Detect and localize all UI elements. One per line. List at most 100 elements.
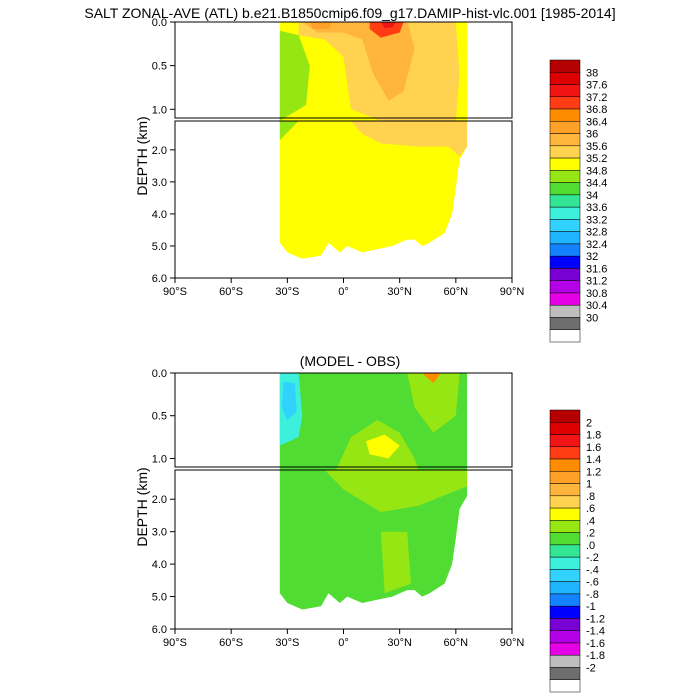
- p2-upper-frame: [174, 372, 513, 468]
- p2-colorbar-bin: [549, 520, 581, 533]
- diff-sw-core: [281, 381, 297, 420]
- p1-colorbar-label: 32.8: [586, 227, 607, 239]
- p1-colorbar-bin: [549, 182, 581, 196]
- p2-colorbar-bin: [549, 569, 581, 582]
- p1-colorbar-bin: [549, 231, 581, 245]
- p1-colorbar-label: 30.4: [586, 300, 607, 312]
- p2-colorbar-bin: [549, 654, 581, 668]
- p2-x-tick-label: 30°S: [275, 637, 299, 649]
- p2-colorbar-label: -.2: [586, 552, 599, 564]
- p1-x-tick-label: 0°: [338, 286, 349, 298]
- p2-colorbar-bin: [549, 409, 581, 423]
- p1-colorbar-label: 35.6: [586, 141, 607, 153]
- p2-y-tick-label: 1.0: [152, 453, 167, 465]
- p2-colorbar-label: .6: [586, 503, 595, 515]
- p2-colorbar-label: 1.6: [586, 442, 601, 454]
- p1-x-tick-label: 90°N: [500, 286, 525, 298]
- p1-y-tick-label: 1.0: [152, 104, 167, 116]
- p2-y-tick-label: 4.0: [152, 559, 167, 571]
- p2-colorbar-bin: [549, 495, 581, 509]
- p1-colorbar-bin: [549, 280, 581, 294]
- p2-colorbar-label: -.6: [586, 577, 599, 589]
- field-lower-south: [279, 121, 299, 141]
- p1-colorbar-bin: [549, 133, 581, 147]
- p1-colorbar-label: 38: [586, 67, 598, 79]
- p1-colorbar-label: 32.4: [586, 239, 607, 251]
- p1-y-tick-label: 3.0: [152, 177, 167, 189]
- p2-colorbar-label: 2: [586, 417, 592, 429]
- p2-colorbar-bin: [549, 642, 581, 656]
- p1-colorbar-label: 36.8: [586, 104, 607, 116]
- p1-colorbar-bin: [549, 268, 581, 281]
- p2-x-tick-label: 90°N: [500, 637, 525, 649]
- p2-colorbar-label: .8: [586, 491, 595, 503]
- p2-colorbar-label: -1.8: [586, 650, 605, 662]
- p2-x-tick-label: 0°: [338, 637, 349, 649]
- p2-colorbar-label: -1: [586, 601, 596, 613]
- p1-x-tick-label: 90°S: [163, 286, 187, 298]
- field-subtrop-saline: [302, 22, 415, 101]
- p2-colorbar-bin: [549, 458, 581, 472]
- p1-colorbar-bin: [549, 304, 581, 318]
- p2-colorbar-bin: [549, 483, 581, 497]
- p1-y-tick-label: 0.0: [152, 17, 167, 29]
- p1-colorbar-bin: [549, 121, 581, 134]
- p1-colorbar-bin: [549, 243, 581, 257]
- p1-x-tick-label: 30°S: [275, 286, 299, 298]
- p2-y-tick-label: 5.0: [152, 592, 167, 604]
- field-south-fresh: [279, 30, 310, 122]
- p1-colorbar-bin: [549, 329, 581, 343]
- p1-colorbar-label: 31.6: [586, 263, 607, 275]
- p2-colorbar-bin: [549, 446, 581, 460]
- p2-colorbar-bin: [549, 667, 581, 680]
- p1-y-tick-label: 6.0: [152, 273, 167, 285]
- p2-colorbar-bin: [549, 593, 581, 607]
- p2-colorbar-bin: [549, 618, 581, 631]
- p2-colorbar-bin: [549, 605, 581, 619]
- p1-colorbar-bin: [549, 145, 581, 159]
- p1-colorbar-bin: [549, 157, 581, 171]
- p2-colorbar-label: -.8: [586, 589, 599, 601]
- p2-x-tick-label: 60°S: [219, 637, 243, 649]
- p1-x-tick-label: 60°N: [444, 286, 469, 298]
- diff-lower-saline: [324, 470, 468, 513]
- p2-y-tick-label: 0.0: [152, 368, 167, 380]
- p1-colorbar-bin: [549, 255, 581, 269]
- p2-y-axis-label: DEPTH (km): [134, 467, 150, 546]
- diff-deep-band: [380, 531, 411, 594]
- field-lower-base: [279, 121, 468, 259]
- p2-colorbar-label: .2: [586, 528, 595, 540]
- p2-colorbar-label: -1.6: [586, 638, 605, 650]
- field-north-peak: [380, 22, 396, 29]
- p1-y-tick-label: 2.0: [152, 145, 167, 157]
- p1-colorbar-bin: [549, 108, 581, 122]
- p1-colorbar-label: 37.6: [586, 80, 607, 92]
- diff-north-max: [422, 373, 441, 384]
- p1-colorbar-label: 34.4: [586, 178, 607, 190]
- p2-y-tick-label: 6.0: [152, 624, 167, 636]
- panel2-title: (MODEL - OBS): [299, 353, 401, 369]
- p2-colorbar-label: -2: [586, 662, 596, 674]
- p2-colorbar-bin: [549, 532, 581, 546]
- p2-x-tick-label: 60°N: [444, 637, 469, 649]
- p1-colorbar-label: 32: [586, 251, 598, 263]
- p1-colorbar-bin: [549, 170, 581, 183]
- p2-colorbar-label: -.4: [586, 564, 599, 576]
- p2-colorbar-bin: [549, 630, 581, 644]
- p2-y-tick-label: 3.0: [152, 527, 167, 539]
- p1-colorbar-label: 36: [586, 129, 598, 141]
- p1-colorbar-label: 34: [586, 190, 598, 202]
- p2-colorbar-bin: [549, 507, 581, 521]
- p1-field: [279, 22, 468, 259]
- p1-colorbar-bin: [549, 206, 581, 220]
- field-south-max: [309, 22, 333, 29]
- p1-x-tick-label: 30°N: [387, 286, 412, 298]
- p2-colorbar-label: 1.2: [586, 466, 601, 478]
- p2-y-tick-label: 0.5: [152, 411, 167, 423]
- p2-x-tick-label: 30°N: [387, 637, 412, 649]
- diff-mid-core: [366, 434, 400, 459]
- p1-colorbar-label: 36.4: [586, 116, 607, 128]
- p2-colorbar-bin: [549, 422, 581, 435]
- diff-north-upper: [407, 373, 460, 433]
